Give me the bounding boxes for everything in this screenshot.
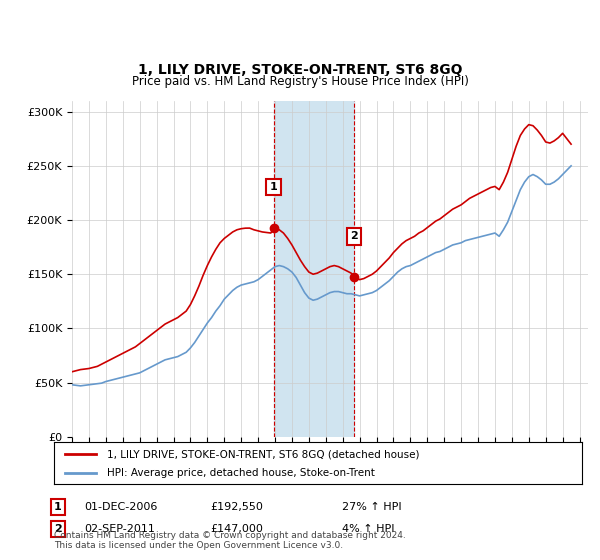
Text: 1: 1 [54, 502, 62, 512]
Text: Contains HM Land Registry data © Crown copyright and database right 2024.
This d: Contains HM Land Registry data © Crown c… [54, 530, 406, 550]
Text: 1, LILY DRIVE, STOKE-ON-TRENT, ST6 8GQ (detached house): 1, LILY DRIVE, STOKE-ON-TRENT, ST6 8GQ (… [107, 449, 419, 459]
Text: 4% ↑ HPI: 4% ↑ HPI [342, 524, 395, 534]
Bar [274, 101, 354, 437]
Text: 02-SEP-2011: 02-SEP-2011 [84, 524, 155, 534]
Text: £192,550: £192,550 [210, 502, 263, 512]
Text: 01-DEC-2006: 01-DEC-2006 [84, 502, 157, 512]
Text: Price paid vs. HM Land Registry's House Price Index (HPI): Price paid vs. HM Land Registry's House … [131, 74, 469, 88]
Text: 1: 1 [270, 182, 277, 192]
Text: 2: 2 [350, 231, 358, 241]
Text: 2: 2 [54, 524, 62, 534]
Text: HPI: Average price, detached house, Stoke-on-Trent: HPI: Average price, detached house, Stok… [107, 468, 374, 478]
Text: 1, LILY DRIVE, STOKE-ON-TRENT, ST6 8GQ: 1, LILY DRIVE, STOKE-ON-TRENT, ST6 8GQ [138, 63, 462, 77]
Text: 27% ↑ HPI: 27% ↑ HPI [342, 502, 401, 512]
Text: £147,000: £147,000 [210, 524, 263, 534]
